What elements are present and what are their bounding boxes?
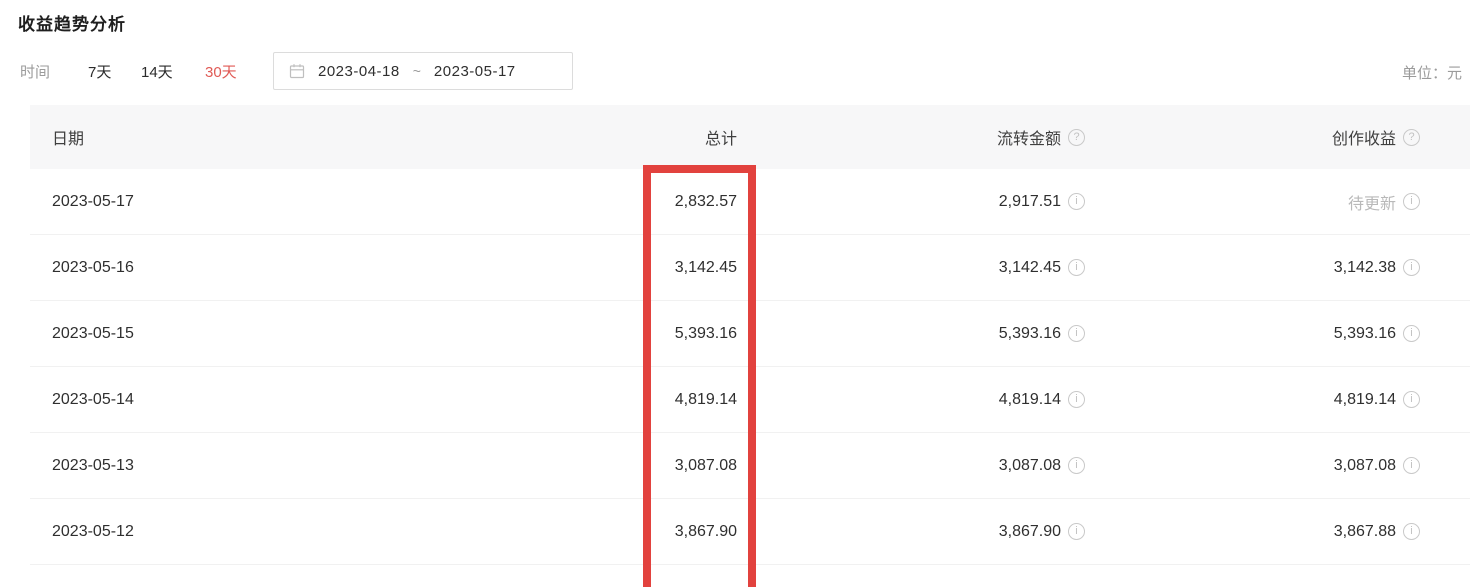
row-date: 2023-05-16 [52,258,134,276]
row-flow-amount: 2,917.51 i [730,193,1085,211]
info-icon[interactable]: i [1403,457,1420,474]
row-total: 3,142.45 [674,258,737,276]
info-icon[interactable]: i [1068,259,1085,276]
date-range-start: 2023-04-18 [318,62,400,80]
row-date: 2023-05-14 [52,390,134,408]
row-date: 2023-05-12 [52,522,134,540]
info-icon[interactable]: i [1403,193,1420,210]
info-icon[interactable]: i [1068,325,1085,342]
info-icon[interactable]: i [1068,523,1085,540]
row-date: 2023-05-13 [52,456,134,474]
time-option-30d[interactable]: 30天 [205,64,237,81]
time-option-7d[interactable]: 7天 [88,64,112,81]
info-icon[interactable]: i [1068,457,1085,474]
info-icon[interactable]: i [1403,523,1420,540]
page-title: 收益趋势分析 [18,15,126,34]
unit-label: 单位：元 [1402,65,1463,82]
date-range-separator: ~ [412,63,421,79]
row-total: 3,087.08 [674,456,737,474]
column-header-total: 总计 [704,131,737,148]
table-row: 2023-05-16 3,142.45 3,142.45 i 3,142.38 … [30,235,1470,301]
time-filter-label: 时间 [20,64,51,81]
row-creation-revenue: 3,087.08 i [1070,457,1420,475]
row-total: 5,393.16 [674,324,737,342]
column-header-flow-label: 流转金额 [996,131,1061,148]
row-total: 4,819.14 [674,390,737,408]
row-flow-amount: 4,819.14 i [730,391,1085,409]
table-body: 2023-05-17 2,832.57 2,917.51 i 待更新 i 202… [30,169,1470,565]
row-total: 2,832.57 [674,192,737,210]
row-date: 2023-05-17 [52,192,134,210]
column-header-date: 日期 [52,131,85,148]
row-creation-revenue: 3,867.88 i [1070,523,1420,541]
row-creation-revenue: 4,819.14 i [1070,391,1420,409]
help-icon[interactable]: ? [1068,128,1085,146]
date-range-picker[interactable]: 2023-04-18 ~ 2023-05-17 [273,52,573,90]
column-header-creation: 创作收益 ? [1070,125,1420,149]
info-icon[interactable]: i [1068,391,1085,408]
calendar-icon [289,63,305,79]
row-flow-amount: 3,087.08 i [730,457,1085,475]
time-option-14d[interactable]: 14天 [141,64,173,81]
table-row: 2023-05-15 5,393.16 5,393.16 i 5,393.16 … [30,301,1470,367]
help-icon[interactable]: ? [1403,128,1420,146]
date-range-end: 2023-05-17 [433,62,516,80]
row-flow-amount: 3,867.90 i [730,523,1085,541]
row-creation-revenue: 待更新 i [1070,190,1420,214]
table-header: 日期 总计 流转金额 ? 创作收益 ? [30,105,1470,169]
row-creation-revenue: 3,142.38 i [1070,259,1420,277]
revenue-table: 日期 总计 流转金额 ? 创作收益 ? 2023-05-17 2,832.57 … [30,105,1470,587]
table-row: 2023-05-12 3,867.90 3,867.90 i 3,867.88 … [30,499,1470,565]
info-icon[interactable]: i [1403,391,1420,408]
table-row: 2023-05-14 4,819.14 4,819.14 i 4,819.14 … [30,367,1470,433]
row-total: 3,867.90 [674,522,737,540]
column-header-creation-label: 创作收益 [1331,131,1396,148]
row-creation-revenue: 5,393.16 i [1070,325,1420,343]
info-icon[interactable]: i [1403,325,1420,342]
table-row: 2023-05-17 2,832.57 2,917.51 i 待更新 i [30,169,1470,235]
table-row: 2023-05-13 3,087.08 3,087.08 i 3,087.08 … [30,433,1470,499]
column-header-flow: 流转金额 ? [730,125,1085,149]
info-icon[interactable]: i [1403,259,1420,276]
row-date: 2023-05-15 [52,324,134,342]
info-icon[interactable]: i [1068,193,1085,210]
row-flow-amount: 5,393.16 i [730,325,1085,343]
row-flow-amount: 3,142.45 i [730,259,1085,277]
